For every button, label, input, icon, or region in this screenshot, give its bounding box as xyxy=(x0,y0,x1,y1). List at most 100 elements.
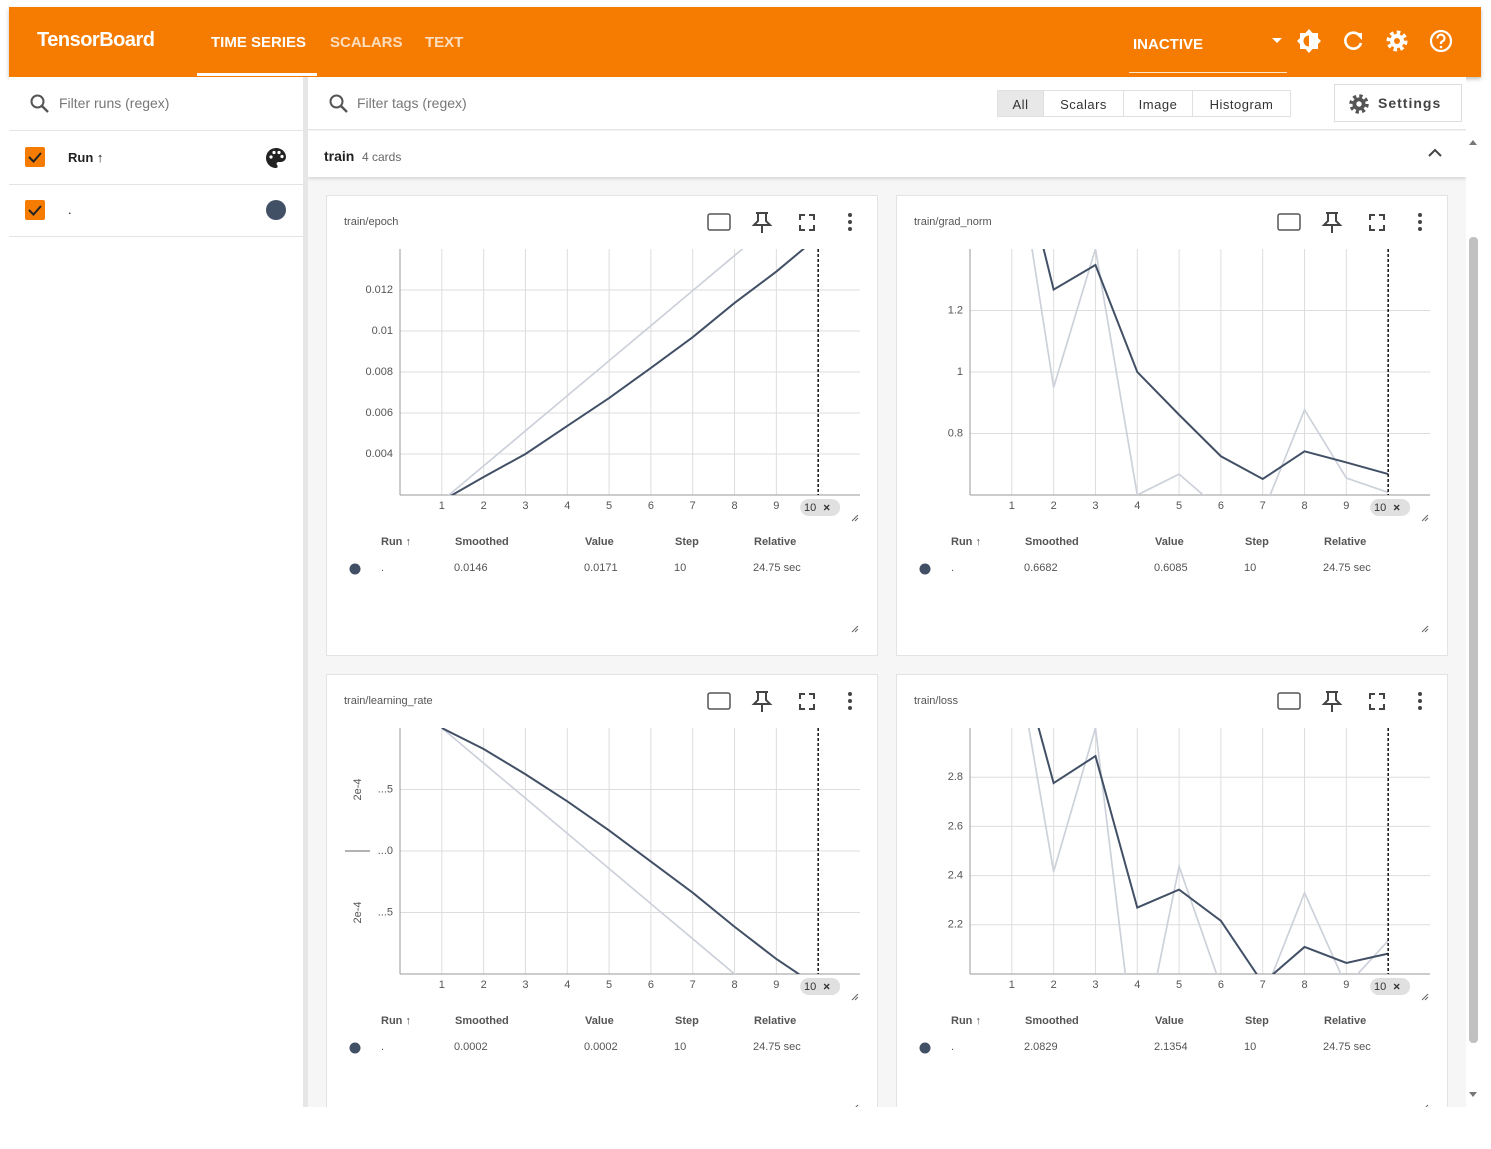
step-badge[interactable] xyxy=(1370,499,1411,516)
pin-icon[interactable] xyxy=(1321,212,1343,233)
menu-dot[interactable] xyxy=(1418,706,1422,710)
card-content: train/loss 2.2 2.4 2.6 2.8 1 2 3 4 5 6 7 8 9 10 Run ↑ Sm… xyxy=(914,691,1430,1107)
scalar-card: train/learning_rate ...5 2e-4 ...0 ...5 2e-4 1… xyxy=(326,674,878,1107)
reload-status[interactable]: INACTIVE xyxy=(1133,36,1204,53)
fit-domain-icon[interactable] xyxy=(707,213,731,231)
run-checkbox[interactable] xyxy=(25,200,45,220)
type-filter-button[interactable]: Histogram xyxy=(1192,90,1291,117)
x-tick-label: 8 xyxy=(731,500,737,512)
y-tick-label: 1 xyxy=(957,366,963,378)
menu-dot[interactable] xyxy=(848,692,852,696)
table-cell: 10 xyxy=(1244,562,1256,574)
scroll-thumb[interactable] xyxy=(1469,237,1478,1043)
card-icons xyxy=(707,691,852,712)
runs-filter[interactable]: Filter runs (regex) xyxy=(59,95,170,111)
settings-icon[interactable] xyxy=(1385,29,1409,53)
menu-dot[interactable] xyxy=(848,699,852,703)
refresh-icon[interactable] xyxy=(1342,30,1364,52)
settings-button[interactable]: Settings xyxy=(1334,84,1462,122)
filter-bar: Filter tags (regex) All Scalars Image Hi… xyxy=(308,77,1466,130)
divider xyxy=(9,184,303,185)
type-filter-button[interactable]: Image xyxy=(1123,90,1193,117)
theme-icon[interactable] xyxy=(1296,28,1322,54)
scroll-up[interactable] xyxy=(1468,138,1478,146)
menu-dot[interactable] xyxy=(848,706,852,710)
series-line xyxy=(447,249,744,495)
group-header[interactable]: train 4 cards xyxy=(308,131,1466,177)
menu-dot[interactable] xyxy=(848,220,852,224)
series-line xyxy=(1027,728,1389,974)
menu-dot[interactable] xyxy=(1418,692,1422,696)
tags-filter[interactable]: Filter tags (regex) xyxy=(357,95,467,111)
type-filter-button[interactable]: Scalars xyxy=(1043,90,1124,117)
settings-icon xyxy=(1349,94,1369,114)
tab[interactable]: SCALARS xyxy=(330,34,403,51)
plot-lines xyxy=(441,728,801,974)
menu-dot[interactable] xyxy=(1418,227,1422,231)
scrollbar[interactable] xyxy=(1466,131,1481,1107)
pin-icon[interactable] xyxy=(751,691,773,712)
table-cell: 0.0171 xyxy=(584,562,618,574)
menu-dot[interactable] xyxy=(1418,699,1422,703)
table-cell: 0.6682 xyxy=(1024,562,1058,574)
scroll-down[interactable] xyxy=(1468,1091,1478,1099)
menu-dot[interactable] xyxy=(1418,220,1422,224)
run-column-header[interactable]: Run ↑ xyxy=(68,150,104,165)
table-header: Run ↑ xyxy=(381,1015,411,1027)
step-badge-label: 10 xyxy=(1374,502,1386,514)
table-cell: 0.0002 xyxy=(584,1041,618,1053)
step-badge[interactable] xyxy=(800,499,841,516)
fullscreen-icon[interactable] xyxy=(1369,214,1385,231)
y-tick-prefix: 2e-4 xyxy=(352,778,364,800)
type-filter-button[interactable]: All xyxy=(997,90,1044,117)
collapse-icon[interactable] xyxy=(1427,147,1443,159)
fit-domain-icon[interactable] xyxy=(1277,213,1301,231)
run-color[interactable] xyxy=(265,199,287,221)
table-header: Relative xyxy=(754,536,796,548)
fullscreen-icon[interactable] xyxy=(1369,693,1385,710)
x-tick-label: 2 xyxy=(1051,979,1057,991)
x-tick-label: 9 xyxy=(773,500,779,512)
step-badge[interactable] xyxy=(1370,978,1411,995)
menu-dot[interactable] xyxy=(1418,213,1422,217)
dropdown-arrow[interactable] xyxy=(1271,37,1283,45)
x-tick-label: 9 xyxy=(1343,979,1349,991)
y-tick-label: 0.8 xyxy=(948,427,963,439)
pin-icon[interactable] xyxy=(1321,691,1343,712)
step-badge[interactable] xyxy=(800,978,841,995)
series-line xyxy=(441,728,801,974)
x-tick-label: 3 xyxy=(522,500,528,512)
fullscreen-icon[interactable] xyxy=(799,214,815,231)
table-header: Smoothed xyxy=(455,1015,509,1027)
series-line xyxy=(441,728,736,974)
fit-domain-icon[interactable] xyxy=(1277,692,1301,710)
step-badge-close xyxy=(1393,983,1400,990)
table-header: Run ↑ xyxy=(951,536,981,548)
help-icon[interactable] xyxy=(1429,29,1453,53)
menu-dot[interactable] xyxy=(848,227,852,231)
table-header: Value xyxy=(585,1015,614,1027)
y-tick-label: 0.006 xyxy=(365,407,393,419)
x-tick-label: 6 xyxy=(1218,979,1224,991)
pin-icon[interactable] xyxy=(751,212,773,233)
tab[interactable]: TEXT xyxy=(425,34,464,51)
x-tick-label: 7 xyxy=(690,500,696,512)
fullscreen-icon[interactable] xyxy=(799,693,815,710)
table-header: Step xyxy=(1245,1015,1269,1027)
group-count: 4 cards xyxy=(362,150,402,164)
palette-icon[interactable] xyxy=(265,147,287,169)
y-tick-label: 2.8 xyxy=(948,771,963,783)
step-badge-close xyxy=(1393,504,1400,511)
menu-dot[interactable] xyxy=(848,213,852,217)
x-tick-label: 7 xyxy=(1260,500,1266,512)
tab[interactable]: TIME SERIES xyxy=(211,34,307,51)
table-cell: 24.75 sec xyxy=(753,562,801,574)
select-all-checkbox[interactable] xyxy=(25,147,45,167)
table-header: Relative xyxy=(754,1015,796,1027)
x-tick-label: 5 xyxy=(606,500,612,512)
table-cell: 2.1354 xyxy=(1154,1041,1188,1053)
fit-domain-icon[interactable] xyxy=(707,692,731,710)
sidebar-border xyxy=(303,77,308,1107)
x-tick-label: 2 xyxy=(1051,500,1057,512)
